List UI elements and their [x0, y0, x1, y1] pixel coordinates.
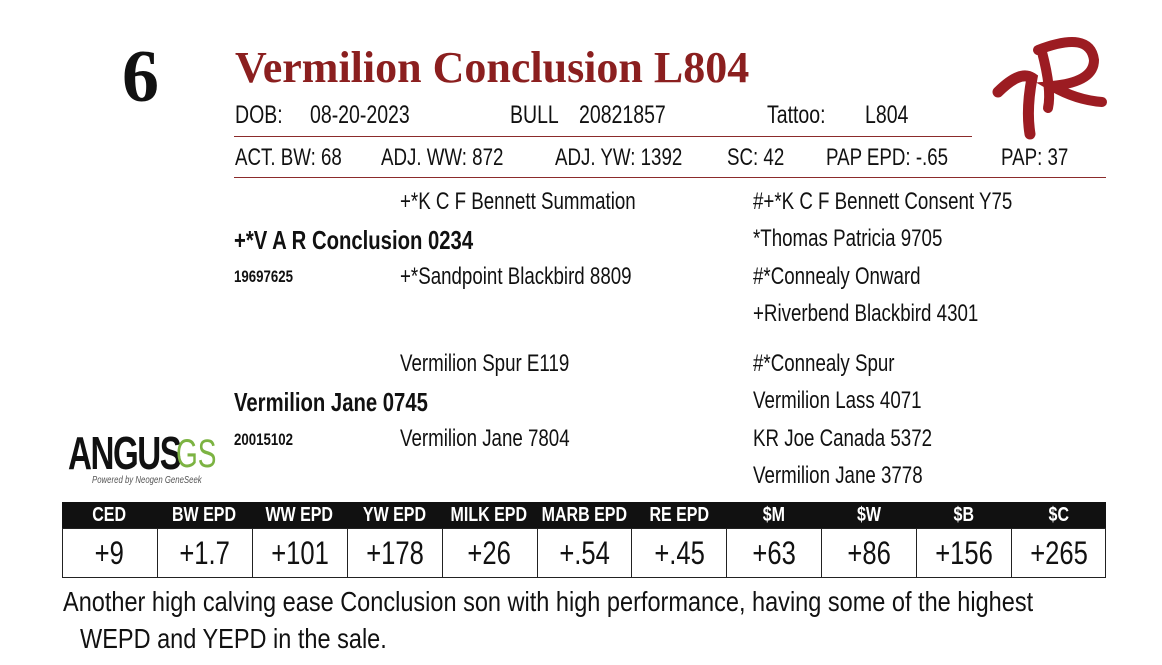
epd-value: +86 — [821, 528, 916, 578]
epd-value-text: +178 — [365, 534, 424, 571]
epd-value-text: +1.7 — [179, 534, 231, 571]
stat: PAP: 37 — [1001, 144, 1069, 171]
pedigree-name: +Riverbend Blackbird 4301 — [753, 300, 979, 327]
pedigree-name: Vermilion Spur E119 — [400, 350, 570, 377]
epd-value: +26 — [441, 528, 537, 578]
epd-header: WW EPD — [252, 502, 347, 529]
note: WEPD and YEPD in the sale. — [80, 623, 387, 654]
epd-header: BW EPD — [157, 502, 252, 529]
epd-value: +.54 — [536, 528, 632, 578]
epd-value: +265 — [1011, 528, 1106, 578]
epd-value-text: +9 — [94, 534, 125, 571]
epd-value: +101 — [251, 528, 347, 578]
epd-header-text: YW EPD — [362, 504, 426, 526]
epd-value: +1.7 — [156, 528, 252, 578]
registration: 20821857 — [579, 101, 666, 129]
pedigree-name: #*Connealy Spur — [753, 350, 895, 377]
epd-header-text: BW EPD — [172, 504, 237, 526]
epd-value: +.45 — [631, 528, 726, 578]
epd-value-text: +156 — [935, 534, 993, 571]
epd-value: +9 — [62, 528, 157, 578]
animal-name: Vermilion Conclusion L804 — [235, 43, 750, 92]
dam: Vermilion Jane 0745 — [234, 387, 428, 417]
sex: BULL — [510, 101, 559, 129]
pedigree-name: Vermilion Jane 3778 — [753, 462, 923, 489]
dob: 08-20-2023 — [310, 101, 410, 129]
epd-header-text: RE EPD — [649, 504, 709, 526]
epd-values-box — [62, 528, 1106, 578]
pedigree-name: Vermilion Lass 4071 — [753, 387, 922, 414]
epd-value-text: +.54 — [559, 534, 610, 571]
epd-header: YW EPD — [347, 502, 442, 529]
dam-reg: 20015102 — [234, 430, 293, 449]
divider — [234, 177, 1106, 178]
stat: PAP EPD: -.65 — [826, 144, 949, 171]
epd-header: CED — [62, 502, 157, 529]
epd-header-text: MARB EPD — [541, 504, 627, 526]
epd-value-text: +63 — [752, 534, 797, 571]
epd-header-text: MILK EPD — [450, 504, 528, 526]
epd-header-text: $W — [856, 504, 881, 526]
pedigree-name: KR Joe Canada 5372 — [753, 425, 933, 452]
epd-value-text: +.45 — [654, 534, 705, 571]
epd-header-bg — [62, 502, 1106, 529]
epd-value: +178 — [346, 528, 442, 578]
epd-header-text: CED — [92, 504, 127, 526]
sire: +*V A R Conclusion 0234 — [234, 225, 474, 255]
sire-reg: 19697625 — [234, 267, 293, 286]
tattoo-label: Tattoo: — [767, 101, 826, 129]
pedigree-name: *Thomas Patricia 9705 — [753, 225, 943, 252]
angus-logo: ANGUS GS Powered by Neogen GeneSeek — [68, 428, 218, 490]
stat: ACT. BW: 68 — [235, 144, 342, 171]
tattoo: L804 — [865, 101, 909, 129]
dob-label: DOB: — [235, 101, 283, 129]
pedigree-name: #*Connealy Onward — [753, 263, 921, 290]
epd-value: +63 — [726, 528, 821, 578]
epd-header: MARB EPD — [537, 502, 632, 529]
pedigree-name: +*K C F Bennett Summation — [400, 188, 636, 215]
epd-header-text: WW EPD — [265, 504, 334, 526]
lot-number: 6 — [122, 36, 159, 118]
logo-main: ANGUS — [68, 427, 182, 479]
pedigree-name: +*Sandpoint Blackbird 8809 — [400, 263, 632, 290]
divider — [234, 136, 972, 137]
epd-value-text: +265 — [1030, 534, 1088, 571]
brand-logo — [992, 37, 1107, 140]
pedigree-name: #+*K C F Bennett Consent Y75 — [753, 188, 1013, 215]
epd-value-text: +26 — [467, 534, 512, 571]
epd-header: MILK EPD — [442, 502, 537, 529]
stat: SC: 42 — [727, 144, 785, 171]
epd-value-text: +86 — [847, 534, 891, 571]
logo-suffix: GS — [176, 432, 217, 476]
epd-header-text: $C — [1048, 504, 1069, 526]
epd-header: $W — [821, 502, 916, 529]
epd-header: $C — [1011, 502, 1106, 529]
logo-tagline: Powered by Neogen GeneSeek — [92, 475, 202, 486]
epd-value: +156 — [916, 528, 1011, 578]
stat: ADJ. WW: 872 — [381, 144, 504, 171]
epd-header: RE EPD — [631, 502, 726, 529]
epd-header-text: $M — [762, 504, 785, 526]
epd-value-text: +101 — [270, 534, 329, 571]
note: Another high calving ease Conclusion son… — [63, 586, 1034, 617]
epd-header: $B — [916, 502, 1011, 529]
epd-header-text: $B — [953, 504, 974, 526]
pedigree-name: Vermilion Jane 7804 — [400, 425, 570, 452]
stat: ADJ. YW: 1392 — [555, 144, 683, 171]
epd-header: $M — [726, 502, 821, 529]
